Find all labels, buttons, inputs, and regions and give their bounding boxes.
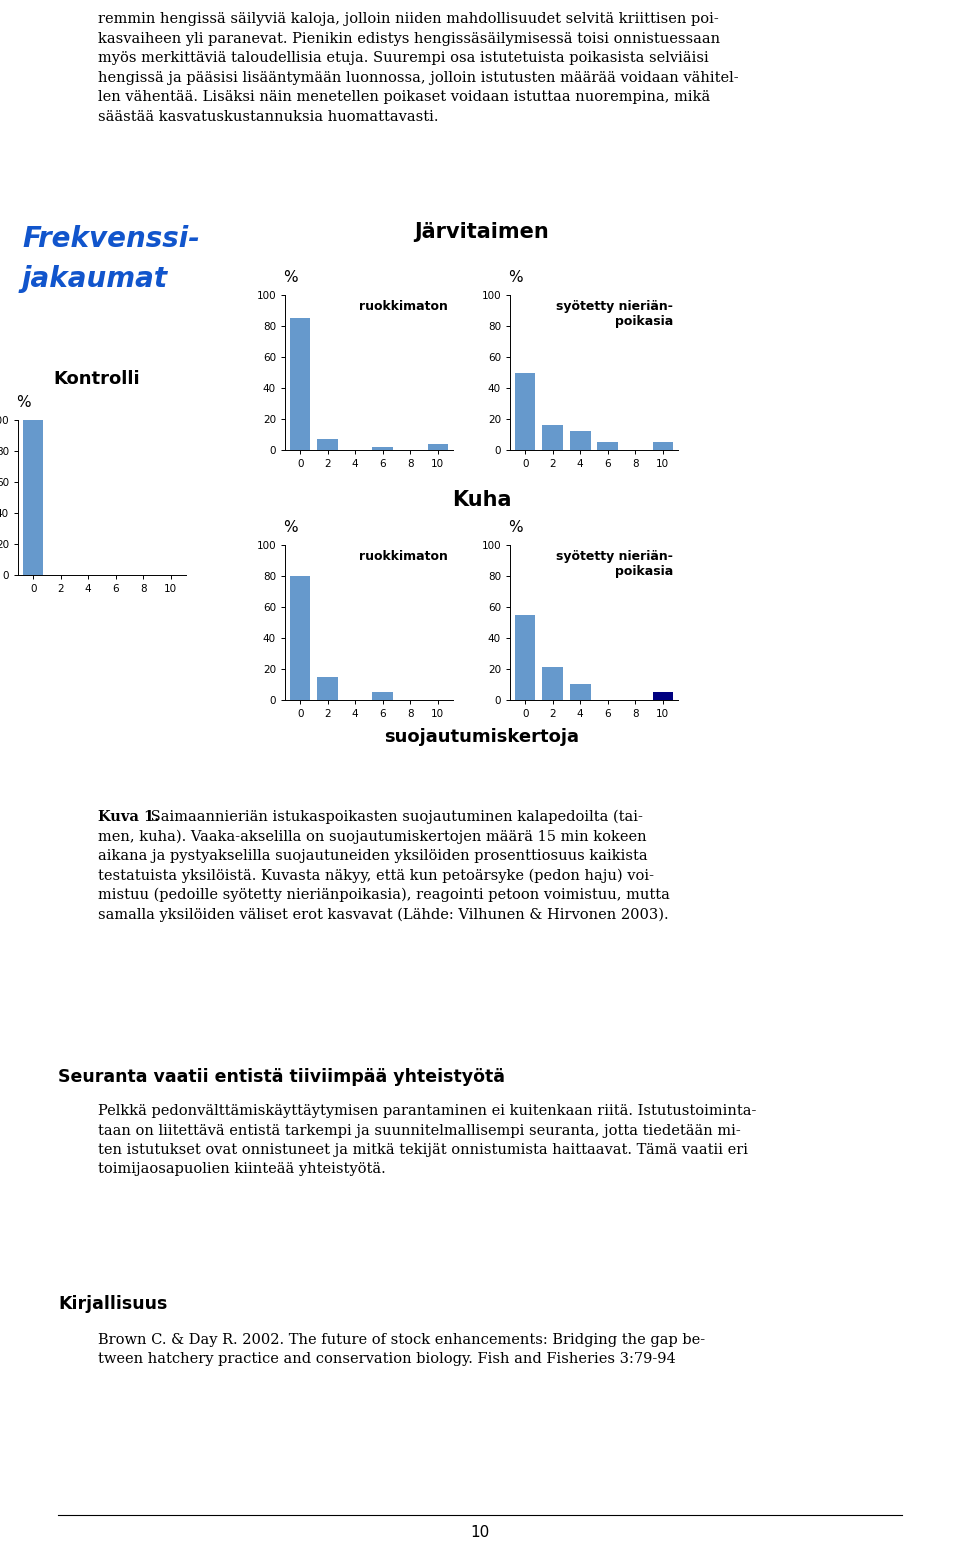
Text: syötetty nieriän-
poikasia: syötetty nieriän- poikasia bbox=[556, 300, 673, 328]
Bar bbox=[653, 442, 673, 450]
Bar bbox=[515, 615, 536, 699]
Text: ten istutukset ovat onnistuneet ja mitkä tekijät onnistumista haittaavat. Tämä v: ten istutukset ovat onnistuneet ja mitkä… bbox=[98, 1143, 748, 1157]
Text: myös merkittäviä taloudellisia etuja. Suurempi osa istutetuista poikasista selvi: myös merkittäviä taloudellisia etuja. Su… bbox=[98, 52, 708, 66]
Text: %: % bbox=[508, 270, 522, 286]
Bar bbox=[570, 685, 590, 699]
Bar bbox=[290, 318, 310, 450]
Bar bbox=[318, 439, 338, 450]
Text: kasvaiheen yli paranevat. Pienikin edistys hengissäsäilymisessä toisi onnistuess: kasvaiheen yli paranevat. Pienikin edist… bbox=[98, 31, 720, 45]
Bar bbox=[542, 425, 563, 450]
Text: tween hatchery practice and conservation biology. Fish and Fisheries 3:79-94: tween hatchery practice and conservation… bbox=[98, 1352, 676, 1366]
Text: ruokkimaton: ruokkimaton bbox=[359, 300, 448, 312]
Bar bbox=[653, 692, 673, 699]
Text: samalla yksilöiden väliset erot kasvavat (Lähde: Vilhunen & Hirvonen 2003).: samalla yksilöiden väliset erot kasvavat… bbox=[98, 907, 668, 923]
Text: 10: 10 bbox=[470, 1525, 490, 1541]
Text: men, kuha). Vaaka-akselilla on suojautumiskertojen määrä 15 min kokeen: men, kuha). Vaaka-akselilla on suojautum… bbox=[98, 829, 647, 845]
Text: ruokkimaton: ruokkimaton bbox=[359, 549, 448, 562]
Text: syötetty nieriän-
poikasia: syötetty nieriän- poikasia bbox=[556, 549, 673, 578]
Text: Kirjallisuus: Kirjallisuus bbox=[58, 1296, 167, 1313]
Text: Kuha: Kuha bbox=[452, 490, 512, 510]
Bar bbox=[23, 420, 43, 574]
Text: remmin hengissä säilyviä kaloja, jolloin niiden mahdollisuudet selvitä kriittise: remmin hengissä säilyviä kaloja, jolloin… bbox=[98, 12, 719, 27]
Bar bbox=[570, 431, 590, 450]
Text: %: % bbox=[283, 520, 298, 535]
Bar bbox=[290, 576, 310, 699]
Text: Pelkkä pedonvälttämiskäyttäytymisen parantaminen ei kuitenkaan riitä. Istutustoi: Pelkkä pedonvälttämiskäyttäytymisen para… bbox=[98, 1104, 756, 1118]
Text: Kuva 1.: Kuva 1. bbox=[98, 810, 159, 824]
Bar bbox=[427, 443, 448, 450]
Bar bbox=[515, 373, 536, 450]
Text: testatuista yksilöistä. Kuvasta näkyy, että kun petoärsyke (pedon haju) voi-: testatuista yksilöistä. Kuvasta näkyy, e… bbox=[98, 868, 654, 884]
Text: säästää kasvatuskustannuksia huomattavasti.: säästää kasvatuskustannuksia huomattavas… bbox=[98, 109, 439, 123]
Text: Brown C. & Day R. 2002. The future of stock enhancements: Bridging the gap be-: Brown C. & Day R. 2002. The future of st… bbox=[98, 1333, 706, 1347]
Text: jakaumat: jakaumat bbox=[22, 265, 168, 293]
Bar bbox=[372, 692, 393, 699]
Text: hengissä ja pääsisi lisääntymään luonnossa, jolloin istutusten määrää voidaan vä: hengissä ja pääsisi lisääntymään luonnos… bbox=[98, 70, 738, 84]
Text: Seuranta vaatii entistä tiiviimpää yhteistyötä: Seuranta vaatii entistä tiiviimpää yhtei… bbox=[58, 1068, 505, 1086]
Text: Frekvenssi-: Frekvenssi- bbox=[22, 225, 200, 253]
Text: len vähentää. Lisäksi näin menetellen poikaset voidaan istuttaa nuorempina, mikä: len vähentää. Lisäksi näin menetellen po… bbox=[98, 91, 710, 105]
Text: taan on liitettävä entistä tarkempi ja suunnitelmallisempi seuranta, jotta tiede: taan on liitettävä entistä tarkempi ja s… bbox=[98, 1124, 741, 1138]
Text: suojautumiskertoja: suojautumiskertoja bbox=[384, 727, 579, 746]
Text: toimijaosapuolien kiinteää yhteistyötä.: toimijaosapuolien kiinteää yhteistyötä. bbox=[98, 1163, 386, 1177]
Bar bbox=[597, 442, 618, 450]
Bar bbox=[542, 668, 563, 699]
Text: Saimaannieriän istukaspoikasten suojautuminen kalapedoilta (tai-: Saimaannieriän istukaspoikasten suojautu… bbox=[146, 810, 643, 824]
Text: mistuu (pedoille syötetty nieriänpoikasia), reagointi petoon voimistuu, mutta: mistuu (pedoille syötetty nieriänpoikasi… bbox=[98, 888, 670, 902]
Text: %: % bbox=[283, 270, 298, 286]
Text: %: % bbox=[508, 520, 522, 535]
Text: Järvitaimen: Järvitaimen bbox=[414, 222, 549, 242]
Text: %: % bbox=[16, 395, 31, 411]
Text: Kontrolli: Kontrolli bbox=[53, 370, 139, 389]
Text: aikana ja pystyakselilla suojautuneiden yksilöiden prosenttiosuus kaikista: aikana ja pystyakselilla suojautuneiden … bbox=[98, 849, 648, 863]
Bar bbox=[318, 677, 338, 699]
Bar bbox=[372, 446, 393, 450]
